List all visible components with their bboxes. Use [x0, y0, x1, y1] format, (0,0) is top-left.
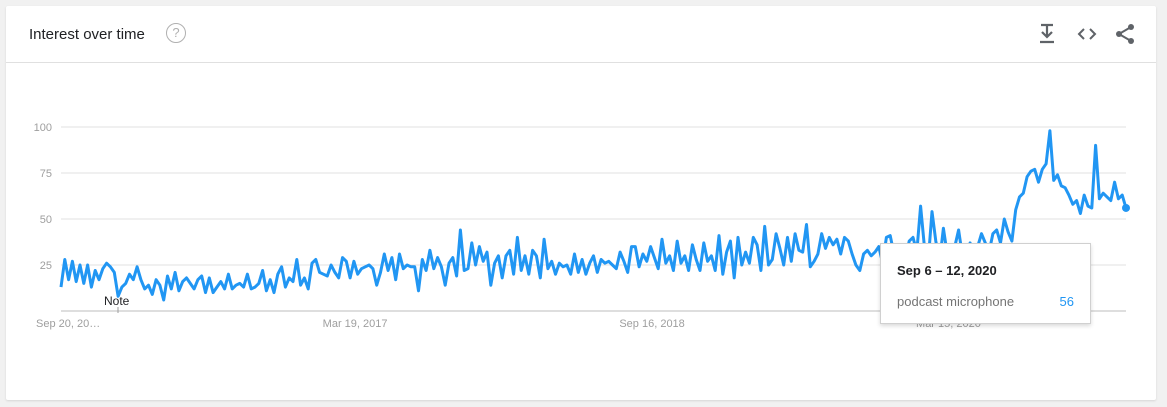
interest-over-time-card: Interest over time ? 25 50 75 100 Sep 20, 20… [6, 6, 1156, 400]
download-icon[interactable] [1035, 22, 1059, 46]
x-tick-label: Sep 16, 2018 [619, 318, 684, 330]
note-annotation[interactable]: Note [104, 294, 130, 308]
data-point[interactable] [1122, 203, 1130, 212]
tooltip-value: 56 [1059, 294, 1074, 309]
y-tick-label: 25 [40, 260, 52, 272]
card-title: Interest over time [29, 26, 145, 43]
tooltip: Sep 6 – 12, 2020 podcast microphone 56 [880, 243, 1091, 324]
line-chart: 25 50 75 100 Sep 20, 20… Mar 19, 2017 Sep 16, … [34, 122, 1130, 330]
code-embed-icon[interactable] [1075, 22, 1099, 46]
tooltip-date: Sep 6 – 12, 2020 [897, 263, 997, 278]
x-tick-label: Sep 20, 20… [36, 318, 100, 330]
share-icon[interactable] [1113, 22, 1137, 46]
question-circle-icon[interactable]: ? [166, 23, 186, 43]
tooltip-series-name: podcast microphone [897, 294, 1015, 309]
card-header: Interest over time ? [6, 6, 1156, 63]
y-tick-label: 50 [40, 214, 52, 226]
y-tick-label: 75 [40, 168, 52, 180]
x-tick-label: Mar 19, 2017 [323, 318, 388, 330]
y-tick-label: 100 [34, 122, 52, 134]
